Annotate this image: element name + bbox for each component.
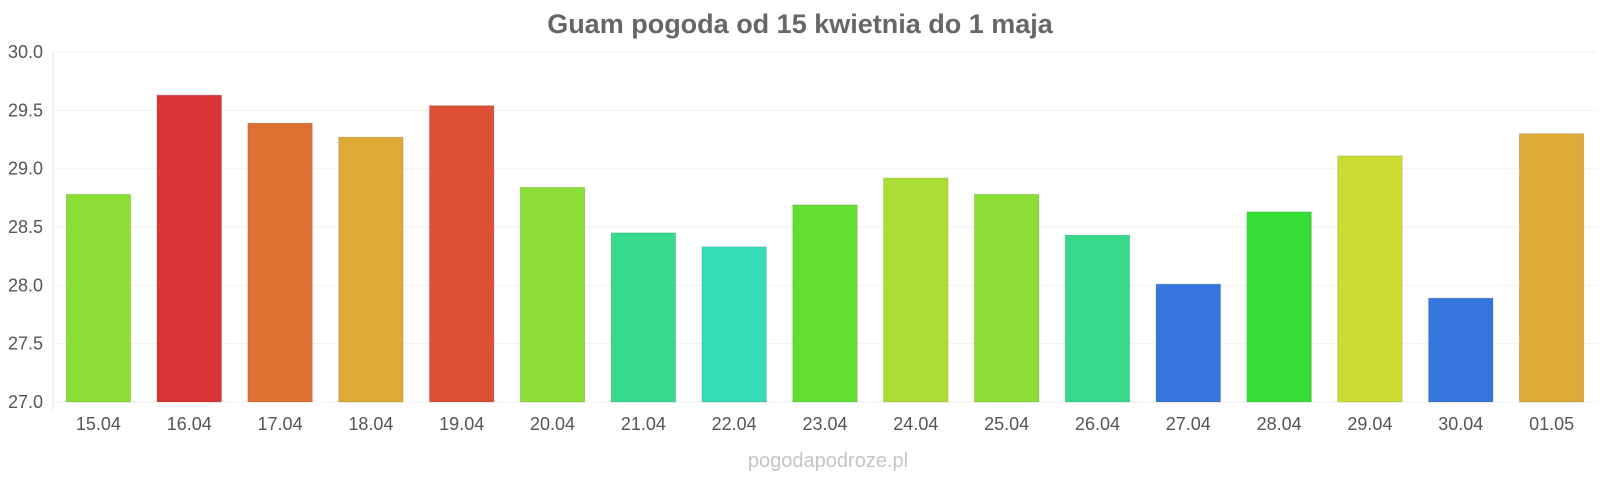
bar-15.04 [65,193,132,403]
x-tick-label: 27.04 [1166,414,1211,434]
bar-24.04 [883,177,949,403]
y-tick-label: 28.0 [8,275,43,295]
bar-18.04 [338,136,404,403]
x-tick-label: 22.04 [712,414,757,434]
y-tick-label: 28.5 [8,217,43,237]
bar-17.04 [247,122,313,403]
x-tick-label: 21.04 [621,414,666,434]
bar-25.04 [973,193,1040,403]
x-tick-label: 25.04 [984,414,1029,434]
bar-30.04 [1428,297,1494,403]
bar-20.04 [519,186,586,403]
x-tick-label: 18.04 [348,414,393,434]
x-tick-label: 01.05 [1529,414,1574,434]
y-tick-label: 29.5 [8,100,43,120]
x-tick-label: 16.04 [167,414,212,434]
x-tick-label: 29.04 [1347,414,1392,434]
y-tick-label: 29.0 [8,159,43,179]
y-tick-label: 27.0 [8,392,43,412]
watermark: pogodapodroze.pl [748,450,908,472]
bar-19.04 [428,105,495,403]
x-tick-label: 30.04 [1438,414,1483,434]
chart-title: Guam pogoda od 15 kwietnia do 1 maja [547,9,1054,39]
x-tick-label: 20.04 [530,414,575,434]
bar-23.04 [792,204,858,403]
x-tick-label: 19.04 [439,414,484,434]
x-axis: 15.04 16.04 17.04 18.04 19.04 20.04 21.04 22.04… [76,414,1574,434]
bar-27.04 [1155,283,1222,403]
bar-01.05 [1518,133,1585,403]
bar-16.04 [156,94,222,403]
bar-21.04 [610,232,677,403]
y-tick-label: 27.5 [8,334,43,354]
bar-29.04 [1337,155,1403,403]
bar-22.04 [701,246,767,403]
x-tick-label: 15.04 [76,414,121,434]
x-tick-label: 23.04 [802,414,847,434]
x-tick-label: 26.04 [1075,414,1120,434]
x-tick-label: 24.04 [893,414,938,434]
x-tick-label: 28.04 [1257,414,1302,434]
x-tick-label: 17.04 [258,414,303,434]
bar-28.04 [1246,211,1312,403]
y-axis: 27.0 27.5 28.0 28.5 29.0 29.5 30.0 [8,42,54,412]
y-tick-label: 30.0 [8,42,43,62]
bars [65,94,1585,403]
bar-26.04 [1064,234,1131,403]
